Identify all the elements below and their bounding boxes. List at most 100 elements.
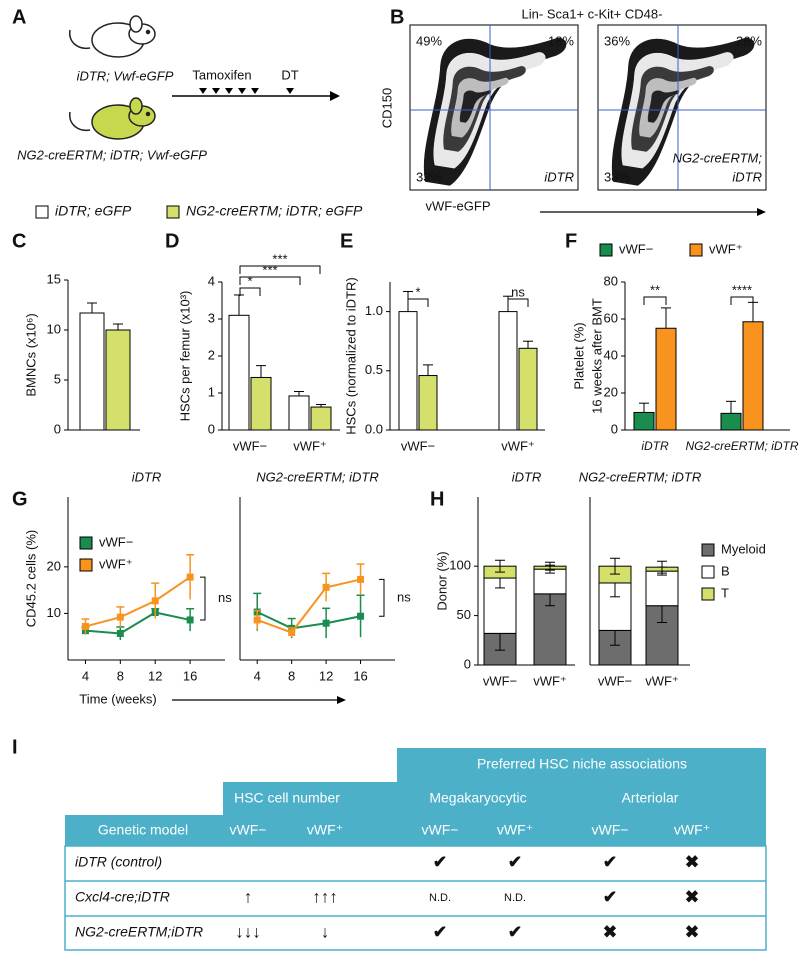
x-tick-label: vWF⁺ (501, 438, 535, 453)
bar (498, 311, 518, 431)
panel-label: H (430, 488, 444, 510)
point (116, 613, 124, 621)
x-tick-label: 4 (82, 668, 89, 683)
panel-label: E (340, 230, 353, 252)
legend-label: vWF⁺ (99, 556, 133, 571)
legend-swatch (79, 558, 93, 572)
table-column-header: vWF− (422, 822, 459, 838)
significance-bracket (239, 287, 261, 296)
legend-swatch (701, 543, 715, 557)
table-cell: ✖ (603, 922, 617, 941)
x-tick-label: vWF⁺ (645, 673, 679, 688)
legend-label: vWF− (99, 534, 133, 549)
series-line (256, 578, 361, 634)
table-group-header: Arteriolar (622, 790, 679, 806)
series-line (85, 611, 191, 635)
y-tick-label: 0.0 (365, 421, 383, 436)
x-tick-label: vWF− (401, 438, 435, 453)
significance-bracket (407, 298, 429, 307)
table-cell: ↓↓↓ (235, 922, 261, 941)
table-header-band (65, 815, 766, 846)
x-tick-label: vWF⁺ (533, 673, 567, 688)
y-tick-label: 0 (611, 421, 618, 436)
x-tick-label: vWF− (233, 438, 267, 453)
bar (655, 327, 677, 431)
injection-markers (199, 88, 294, 94)
flow-title: Lin- Sca1+ c-Kit+ CD48- (522, 6, 663, 21)
y-tick-label: 4 (208, 273, 215, 288)
plot-label: iDTR (732, 169, 762, 184)
chart-title: NG2-creERTM; iDTR (579, 469, 702, 484)
significance-bracket (239, 265, 321, 274)
quadrant-value: 38% (604, 169, 630, 184)
panel-label: F (565, 230, 577, 252)
significance-label: ns (218, 590, 232, 605)
significance-bracket (643, 296, 667, 305)
panel-label: C (12, 230, 26, 252)
bar (310, 406, 332, 431)
point (322, 583, 330, 591)
y-axis-label: HSCs (normalized to iDTR) (343, 277, 358, 434)
quadrant-value: 33% (416, 169, 442, 184)
legend-swatch (35, 205, 49, 219)
significance-label: * (247, 273, 252, 288)
table-column-header: vWF− (592, 822, 629, 838)
bar (79, 312, 105, 431)
table-column-header: vWF⁺ (307, 822, 343, 838)
table-cell: ✖ (685, 852, 699, 871)
y-tick-label: 2 (208, 347, 215, 362)
bar-segment (645, 570, 679, 607)
table-column-header: vWF− (230, 822, 267, 838)
point (253, 616, 261, 624)
x-tick-label: 12 (148, 668, 162, 683)
table-column-header: vWF⁺ (674, 822, 710, 838)
series-line (256, 611, 361, 630)
legend-swatch (166, 205, 180, 219)
x-tick-label: 8 (288, 668, 295, 683)
table-cell: ✖ (685, 887, 699, 906)
table-body (64, 845, 767, 951)
x-tick-label: iDTR (641, 439, 669, 453)
genotype-label: iDTR; Vwf-eGFP (77, 68, 174, 83)
bar (720, 412, 742, 431)
panel-label: D (165, 230, 179, 252)
y-tick-label: 1 (208, 384, 215, 399)
y-tick-label: 0 (54, 421, 61, 436)
y-tick-label: 40 (604, 347, 618, 362)
y-tick-label: 0.5 (365, 362, 383, 377)
table-cell: ✔ (508, 922, 522, 941)
legend-swatch (701, 587, 715, 601)
significance-bracket (730, 296, 754, 305)
table-cell: ↓ (321, 922, 330, 941)
point (357, 612, 365, 620)
y-tick-label: 0 (208, 421, 215, 436)
table-header-band (397, 748, 766, 782)
legend-label: iDTR; eGFP (55, 203, 132, 219)
point (322, 619, 330, 627)
legend-label: NG2-creERTM; iDTR; eGFP (186, 203, 363, 219)
y-tick-label: 1.0 (365, 303, 383, 318)
significance-bracket (239, 276, 301, 285)
y-tick-label: 50 (457, 607, 471, 622)
y-tick-label: 20 (604, 384, 618, 399)
flow-plot (597, 24, 767, 191)
series-line (85, 576, 191, 628)
table-cell: ✔ (508, 852, 522, 871)
bar (250, 376, 272, 431)
y-axis-label: HSCs per femur (x10³) (177, 291, 192, 422)
bar (228, 314, 250, 431)
x-axis-label: Time (weeks) (79, 691, 157, 706)
arrowhead (757, 208, 766, 216)
x-tick-label: vWF− (598, 673, 632, 688)
table-column-header: Genetic model (98, 822, 188, 838)
quadrant-value: 49% (416, 33, 442, 48)
table-cell: ✔ (603, 887, 617, 906)
table-row-label: Cxcl4-cre;iDTR (75, 889, 170, 905)
x-tick-label: 16 (353, 668, 367, 683)
genotype-label: NG2-creERTM; iDTR; Vwf-eGFP (17, 147, 207, 162)
table-cell: ↑ (244, 887, 253, 906)
bar (288, 395, 310, 431)
y-tick-label: 10 (47, 605, 61, 620)
significance-label: ns (511, 284, 525, 299)
